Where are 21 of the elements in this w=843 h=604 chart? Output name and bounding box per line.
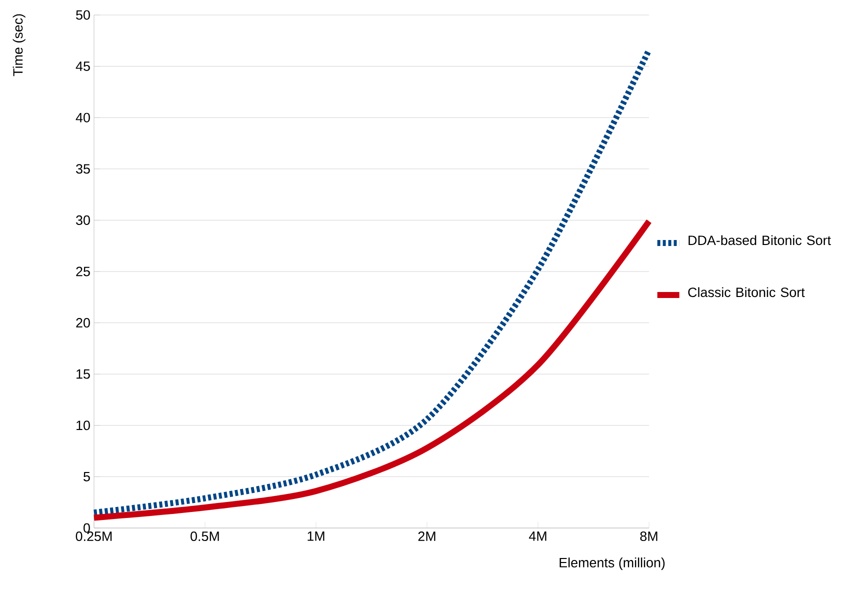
y-tick-label: 20 <box>76 318 90 328</box>
x-tick-label: 1M <box>308 532 324 541</box>
x-axis-title: Elements (million) <box>560 558 665 570</box>
x-tick-label: 0.5M <box>190 532 219 542</box>
y-tick-label: 50 <box>76 10 90 20</box>
y-tick-label: 35 <box>76 164 90 174</box>
y-tick-label: 0 <box>84 523 90 533</box>
y-tick-label: 15 <box>76 369 90 379</box>
x-tick-label: 8M <box>640 532 658 542</box>
y-tick-label: 30 <box>76 215 90 225</box>
legend-label: DDA-based Bitonic Sort <box>688 235 831 246</box>
y-tick-label: 10 <box>76 420 90 430</box>
y-tick-label: 45 <box>76 62 90 71</box>
y-axis-title: Time (sec) <box>12 14 26 76</box>
x-tick-label: 4M <box>528 532 546 541</box>
x-tick-label: 2M <box>418 532 436 541</box>
legend-label: Classic Bitonic Sort <box>688 287 805 298</box>
x-tick-label: 0.25M <box>76 532 112 542</box>
y-tick-label: 5 <box>84 472 90 482</box>
y-tick-label: 40 <box>76 112 90 122</box>
y-tick-label: 25 <box>76 266 90 276</box>
